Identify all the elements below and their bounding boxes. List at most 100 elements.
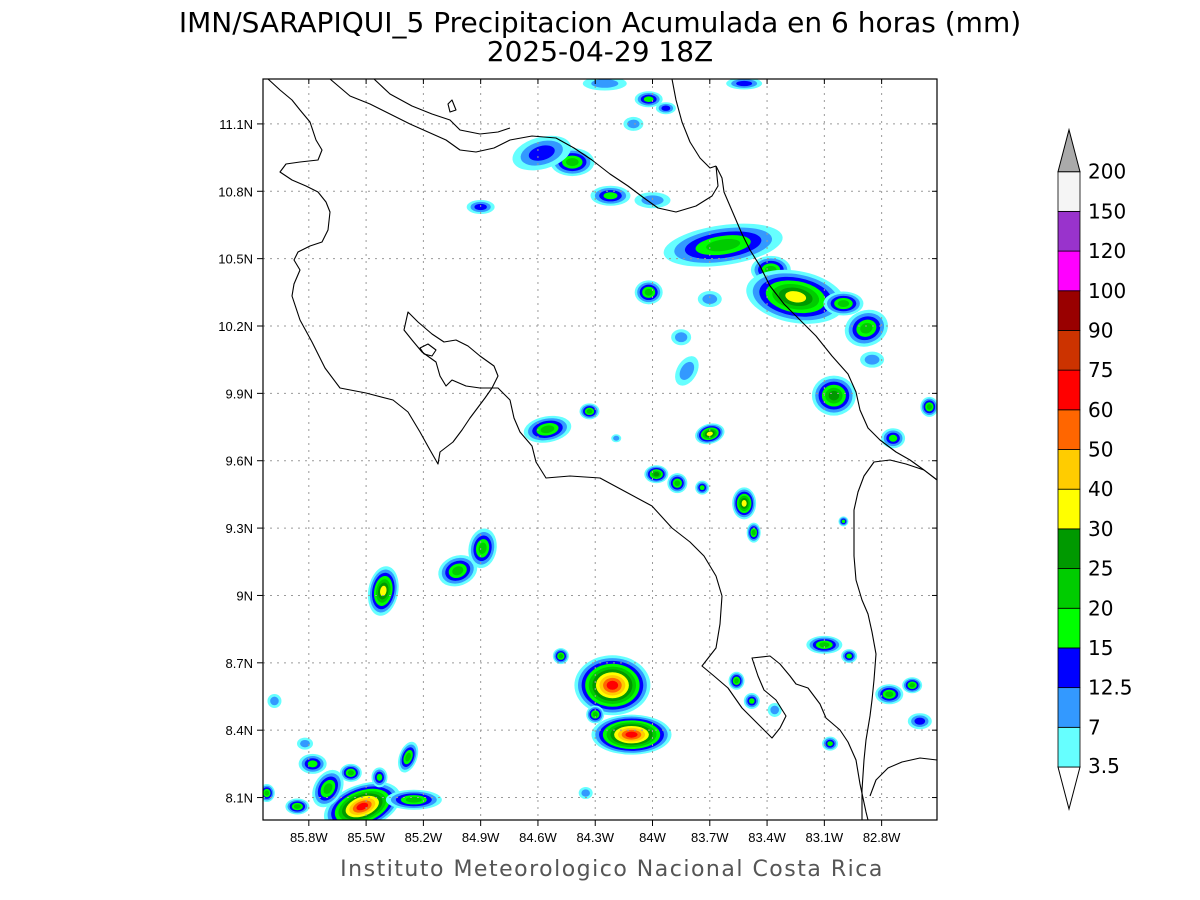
precip-cell [582,79,627,91]
precip-contour-15 [699,485,705,491]
panama-pacific-coast [869,757,937,797]
lake-nicaragua-shore [373,79,511,135]
precip-cell [590,185,631,206]
precip-contour-25 [828,390,840,401]
precip-contour-20 [644,288,653,296]
precip-cell [881,428,906,449]
precip-contour-30 [706,431,713,436]
precip-cell [907,713,932,730]
y-tick-label: 10.2N [218,319,253,334]
colorbar-label-12.5: 12.5 [1088,676,1133,700]
precip-contour-7 [581,789,590,797]
precip-contour-12.5 [914,717,926,725]
colorbar-segment-20 [1057,568,1081,609]
precip-contour-7 [613,435,620,441]
precip-contour-20 [540,425,555,434]
precip-cell [298,753,327,774]
precip-contour-20 [264,790,270,796]
precip-cell [267,693,282,708]
panama-border [853,459,937,820]
precip-contour-20 [405,752,411,762]
colorbar-segment-12.5 [1057,647,1081,689]
precip-contour-20 [860,322,873,334]
precip-contour-7 [770,705,780,715]
colorbar-segment-3.5 [1057,726,1081,768]
precip-cell [468,528,497,569]
precip-contour-15 [603,192,618,200]
precip-cell [579,403,600,420]
colorbar-segment-90 [1057,290,1081,331]
precip-cell [578,787,593,800]
precip-contour-20 [478,542,487,554]
precip-cell [339,763,362,782]
precip-cell [746,269,846,324]
x-tick-label: 85.5W [347,830,385,845]
colorbar-segment-150 [1057,171,1081,212]
precip-cell [811,375,856,416]
precipitation-layer [263,79,937,820]
y-tick-label: 11.1N [219,117,253,132]
precip-contour-20 [405,796,422,803]
precip-cell [806,635,843,654]
colorbar-label-90: 90 [1088,318,1113,342]
precip-cell [574,655,651,716]
coastlines-borders [263,79,937,820]
colorbar-label-15: 15 [1088,636,1113,660]
colorbar-label-75: 75 [1088,358,1113,382]
y-tick-label: 9.6N [226,454,253,469]
colorbar-segment-50 [1057,409,1081,450]
precip-contour-20 [293,804,301,809]
precip-cell [838,516,849,527]
caribbean-coastline [715,165,937,481]
precip-cell [860,351,885,368]
precip-contour-20 [751,529,756,536]
y-tick-label: 10.5N [218,252,253,267]
precip-cell [695,480,710,495]
precip-contour-20 [885,691,894,698]
precip-cell [675,356,699,386]
colorbar-lower-arrow [1057,766,1081,811]
x-tick-label: 84.9W [462,830,500,845]
precip-contour-15 [841,519,846,524]
colorbar-label-100: 100 [1088,279,1126,303]
x-tick-label: 82.8W [863,830,901,845]
axis-ticks: 85.8W 85.5W 85.2W 84.9W 84.6W 84.3W 84W 83.7W 83… [218,79,937,845]
precip-cell [823,291,864,316]
precip-contour-7 [864,354,880,365]
colorbar-segment-75 [1057,330,1081,371]
gulf-island [419,343,437,357]
precip-contour-20 [909,682,916,688]
precip-cell [367,566,399,616]
precip-contour-60 [606,680,619,690]
precip-cell [591,714,672,755]
x-tick-label: 84W [639,830,666,845]
precip-cell [586,705,605,724]
y-tick-label: 10.8N [218,184,253,199]
precip-contour-20 [819,642,830,648]
lake-island [447,99,457,113]
precip-cell [743,692,760,709]
colorbar-label-60: 60 [1088,398,1113,422]
precip-contour-20 [592,711,598,718]
precip-contour-12.5 [736,80,753,87]
precip-cell [902,677,923,694]
map-plot-area: 85.8W 85.5W 85.2W 84.9W 84.6W 84.3W 84W 83.7W 83… [218,78,938,845]
precip-cell [822,736,839,751]
precip-cell [623,116,644,131]
precip-cell [323,781,401,820]
precip-cell [634,192,671,209]
pacific-coastline [263,79,869,820]
precip-contour-7 [591,79,619,88]
precip-contour-15 [643,96,654,102]
footer-credit: Instituto Meteorologico Nacional Costa R… [340,857,884,882]
y-tick-label: 9N [236,588,253,603]
precip-cell [263,784,275,803]
colorbar-label-150: 150 [1088,199,1126,223]
precip-contour-12.5 [528,145,555,161]
precip-cell [844,309,888,347]
precip-cell [671,329,692,346]
precip-cell [634,280,663,305]
colorbar-legend: 3.5 7 12.5 15 20 25 30 40 50 60 75 90 100 120 150 200 [1057,127,1133,811]
colorbar-segment-120 [1057,210,1081,252]
precip-contour-20 [926,403,932,410]
